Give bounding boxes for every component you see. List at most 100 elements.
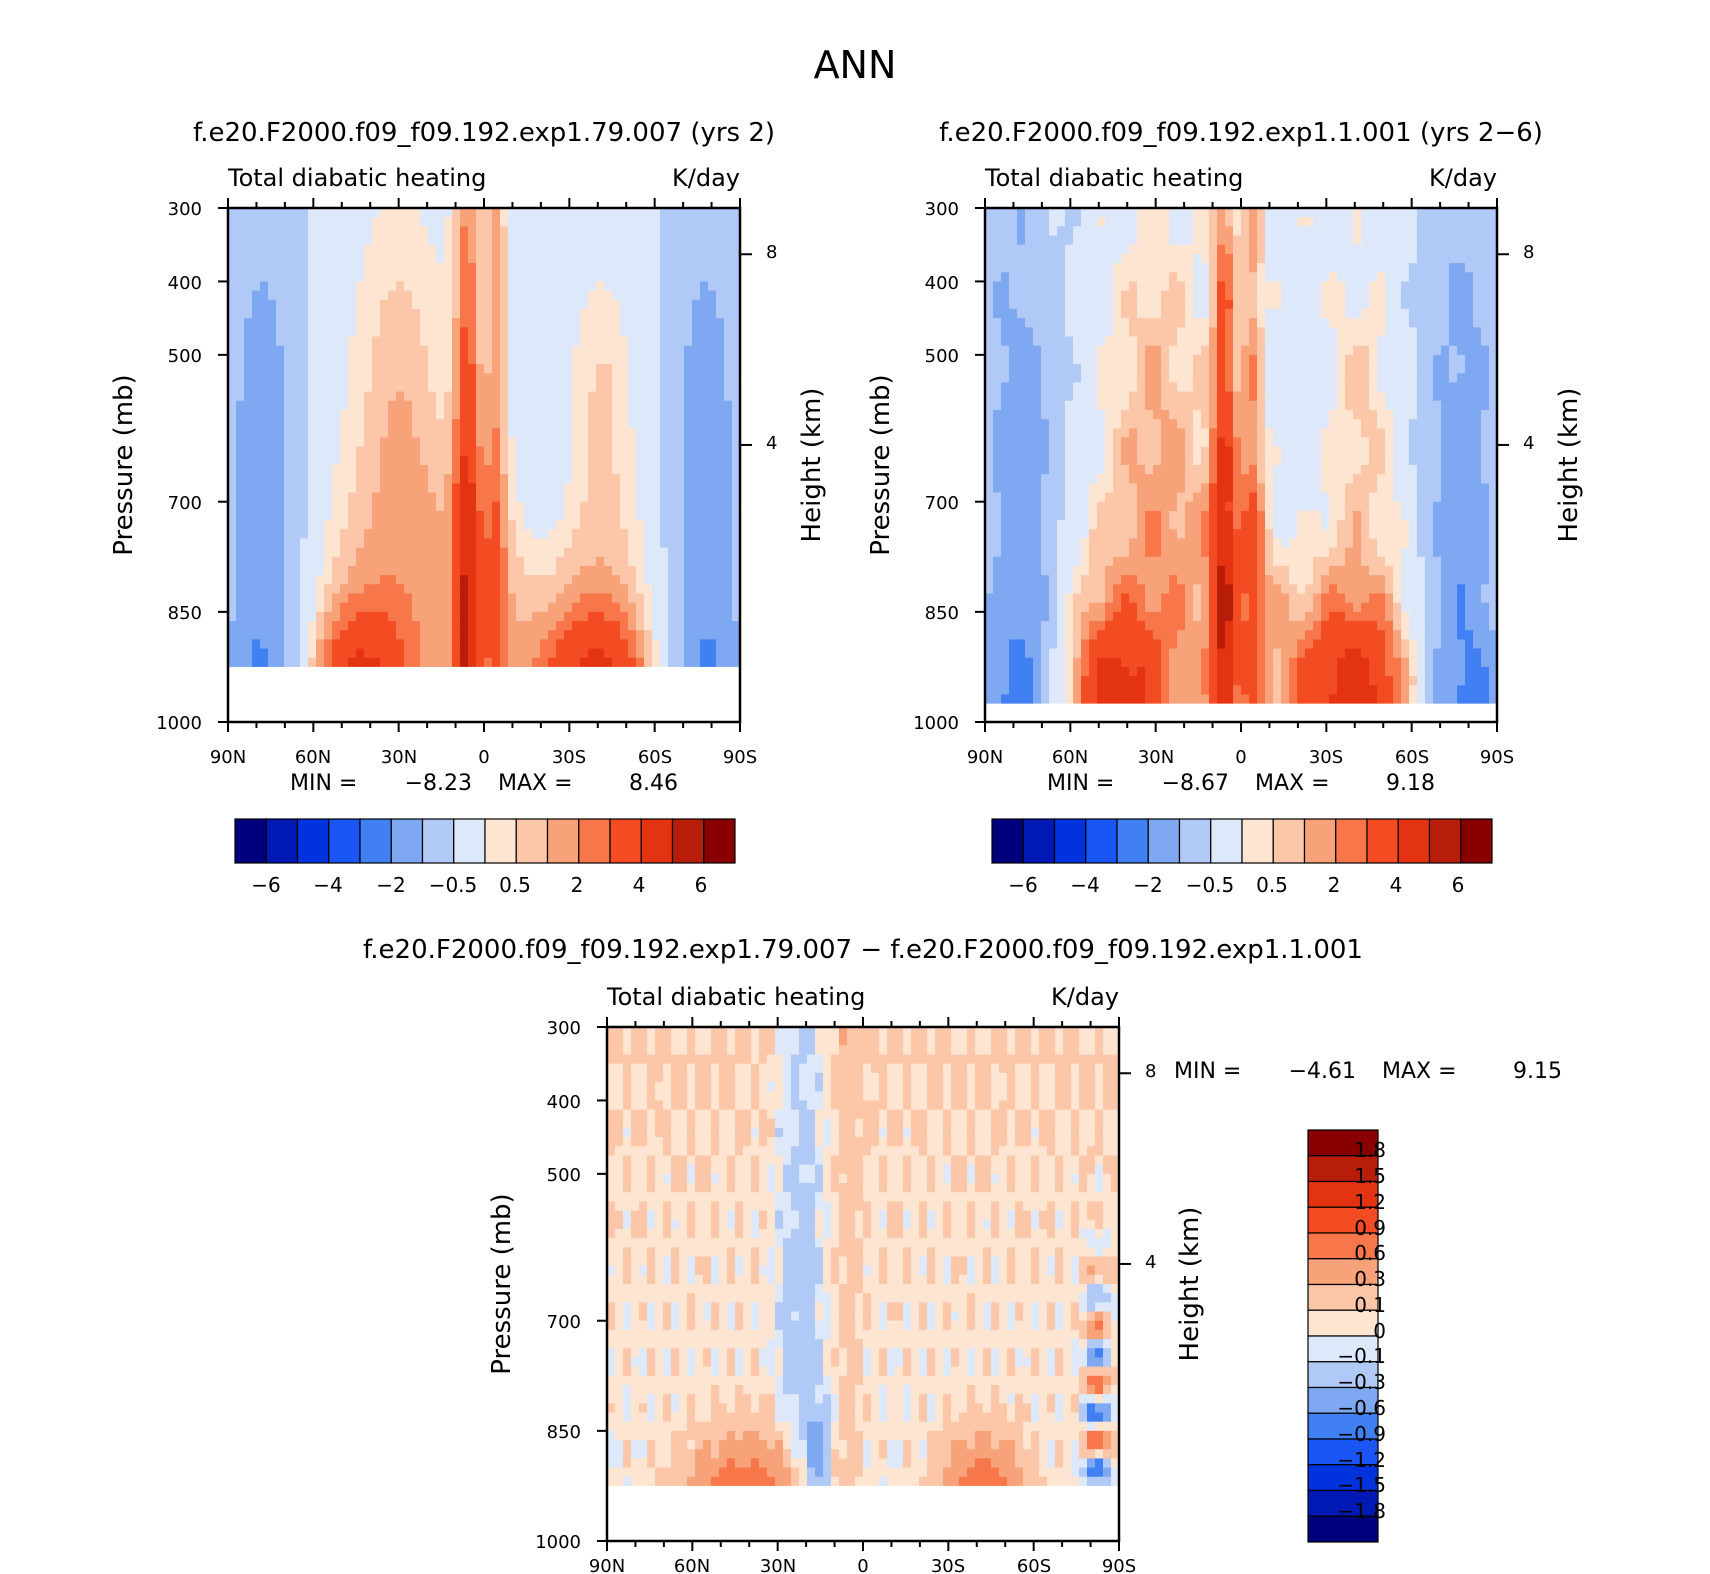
contour-cell: [716, 538, 725, 549]
contour-cell: [516, 391, 525, 402]
contour-cell: [660, 318, 669, 328]
contour-cell: [668, 483, 677, 494]
contour-cell: [244, 318, 253, 328]
contour-cell: [524, 226, 533, 237]
contour-cell: [1345, 373, 1354, 383]
contour-cell: [292, 621, 301, 631]
contour-cell: [276, 565, 285, 576]
contour-cell: [500, 474, 509, 484]
contour-cell: [356, 354, 365, 365]
contour-cell: [428, 272, 437, 283]
contour-cell: [985, 382, 994, 393]
contour-cell: [1425, 354, 1434, 365]
contour-cell: [468, 244, 477, 255]
contour-cell: [388, 584, 397, 595]
contour-cell: [524, 694, 533, 705]
contour-cell: [724, 510, 733, 521]
contour-cell: [556, 217, 565, 227]
contour-cell: [732, 685, 740, 696]
contour-cell: [1329, 373, 1338, 383]
contour-cell: [708, 465, 717, 475]
contour-cell: [1137, 299, 1146, 310]
contour-cell: [340, 419, 349, 429]
contour-cell: [588, 593, 597, 604]
contour-cell: [364, 455, 373, 466]
contour-cell: [628, 354, 637, 365]
contour-cell: [684, 455, 693, 466]
contour-cell: [316, 657, 325, 668]
contour-cell: [1297, 290, 1306, 301]
contour-cell: [548, 676, 557, 686]
contour-cell: [316, 501, 325, 512]
contour-cell: [340, 308, 349, 319]
contour-cell: [388, 685, 397, 696]
contour-cell: [372, 327, 381, 338]
contour-cell: [524, 657, 533, 668]
contour-cell: [260, 354, 269, 365]
contour-cell: [556, 354, 565, 365]
contour-cell: [548, 657, 557, 668]
contour-cell: [1369, 327, 1378, 338]
contour-cell: [1025, 373, 1034, 383]
contour-cell: [500, 510, 509, 521]
contour-cell: [652, 391, 661, 402]
contour-cell: [1209, 226, 1218, 237]
contour-cell: [572, 263, 581, 273]
contour-cell: [332, 382, 341, 393]
contour-cell: [732, 465, 740, 475]
contour-cell: [556, 437, 565, 448]
contour-cell: [572, 382, 581, 393]
contour-cell: [636, 492, 645, 503]
contour-cell: [524, 538, 533, 549]
contour-cell: [1049, 244, 1058, 255]
contour-cell: [276, 373, 285, 383]
contour-cell: [348, 327, 357, 338]
contour-cell: [532, 492, 541, 503]
contour-cell: [1121, 217, 1130, 227]
contour-cell: [1393, 244, 1402, 255]
contour-cell: [332, 235, 341, 246]
x-tick-label: 30S: [552, 747, 586, 768]
contour-cell: [332, 281, 341, 292]
contour-cell: [596, 593, 605, 604]
contour-cell: [652, 694, 661, 705]
contour-cell: [284, 446, 293, 457]
contour-cell: [508, 712, 517, 722]
contour-cell: [420, 630, 429, 640]
contour-cell: [596, 446, 605, 457]
contour-cell: [420, 446, 429, 457]
contour-cell: [676, 336, 685, 347]
contour-cell: [380, 694, 389, 705]
colorbar-label: −4: [313, 873, 342, 897]
contour-cell: [684, 501, 693, 512]
contour-cell: [993, 299, 1002, 310]
contour-cell: [348, 712, 357, 722]
contour-cell: [332, 529, 341, 540]
contour-cell: [732, 272, 740, 283]
contour-cell: [716, 630, 725, 640]
contour-cell: [388, 455, 397, 466]
contour-cell: [636, 621, 645, 631]
contour-cell: [1177, 290, 1186, 301]
contour-cell: [348, 584, 357, 595]
contour-cell: [340, 538, 349, 549]
contour-cell: [684, 391, 693, 402]
contour-cell: [316, 520, 325, 530]
contour-cell: [652, 235, 661, 246]
contour-cell: [684, 510, 693, 521]
contour-cell: [620, 676, 629, 686]
contour-cell: [1345, 235, 1354, 246]
contour-cell: [724, 611, 733, 622]
contour-cell: [1337, 336, 1346, 347]
contour-cell: [444, 694, 453, 705]
contour-cell: [572, 510, 581, 521]
contour-cell: [604, 272, 613, 283]
contour-cell: [668, 354, 677, 365]
contour-cell: [484, 290, 493, 301]
contour-cell: [396, 676, 405, 686]
contour-cell: [564, 364, 573, 374]
contour-cell: [468, 455, 477, 466]
contour-cell: [580, 630, 589, 640]
contour-cell: [428, 492, 437, 503]
contour-cell: [340, 373, 349, 383]
